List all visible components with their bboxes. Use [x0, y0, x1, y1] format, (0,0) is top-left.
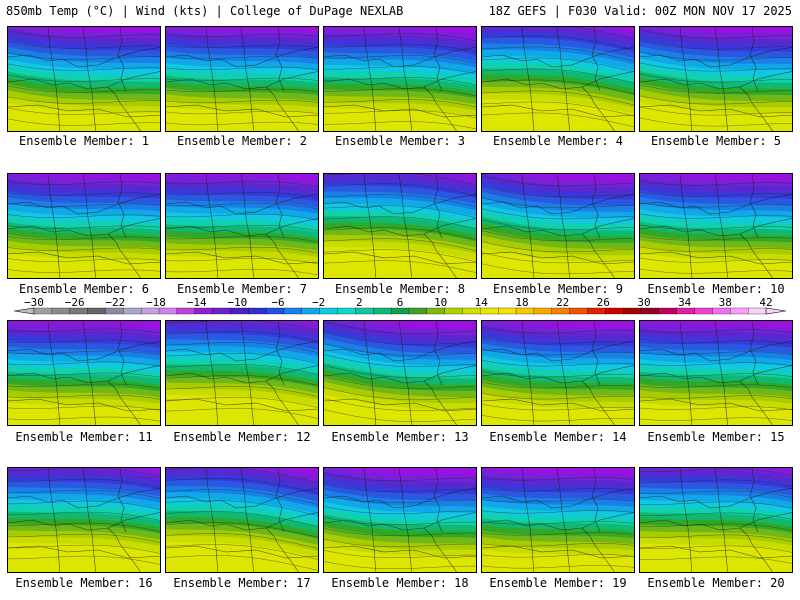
ensemble-member-panel	[7, 173, 161, 279]
ensemble-member-panel	[323, 26, 477, 132]
ensemble-member-panel	[165, 26, 319, 132]
temperature-map	[166, 27, 318, 131]
ensemble-member-panel	[481, 26, 635, 132]
temperature-map	[640, 174, 792, 278]
temperature-map	[482, 174, 634, 278]
temperature-map	[324, 468, 476, 572]
ensemble-member-label: Ensemble Member: 13	[331, 430, 469, 444]
ensemble-member-label: Ensemble Member: 11	[15, 430, 153, 444]
colorbar-swatch	[337, 307, 356, 315]
header-title-left: 850mb Temp (°C) | Wind (kts) | College o…	[6, 4, 404, 18]
colorbar-swatch	[658, 307, 678, 315]
colorbar-tick-label: 30	[637, 296, 650, 309]
ensemble-member-label: Ensemble Member: 20	[647, 576, 785, 590]
ensemble-member-label: Ensemble Member: 19	[489, 576, 627, 590]
temperature-map	[166, 321, 318, 425]
colorbar-tick-label: −10	[227, 296, 247, 309]
colorbar-tick-label: −2	[312, 296, 325, 309]
temperature-map	[640, 468, 792, 572]
colorbar-swatch	[694, 307, 713, 315]
colorbar-swatch	[283, 307, 303, 315]
temperature-map	[640, 27, 792, 131]
colorbar-tick-label: 2	[356, 296, 363, 309]
temperature-map	[640, 321, 792, 425]
ensemble-member-label: Ensemble Member: 18	[331, 576, 469, 590]
colorbar-tick-label: −22	[105, 296, 125, 309]
ensemble-member-panel	[639, 467, 793, 573]
temperature-map	[8, 468, 160, 572]
ensemble-member-panel	[639, 320, 793, 426]
colorbar-tick-label: 10	[434, 296, 447, 309]
colorbar-tick-label: −26	[65, 296, 85, 309]
temperature-map	[166, 174, 318, 278]
colorbar-tick-label: −30	[24, 296, 44, 309]
header-title-right: 18Z GEFS | F030 Valid: 00Z MON NOV 17 20…	[488, 4, 792, 18]
ensemble-member-panel	[7, 26, 161, 132]
ensemble-member-panel	[481, 467, 635, 573]
colorbar-swatch	[444, 307, 463, 315]
ensemble-member-label: Ensemble Member: 17	[173, 576, 311, 590]
colorbar-tick-label: 38	[719, 296, 732, 309]
colorbar-tick-label: −6	[271, 296, 284, 309]
colorbar-tick-label: 34	[678, 296, 692, 309]
colorbar-tick-label: 18	[515, 296, 528, 309]
ensemble-member-label: Ensemble Member: 12	[173, 430, 311, 444]
colorbar-swatch	[123, 307, 142, 315]
temperature-map	[482, 321, 634, 425]
temperature-map	[482, 468, 634, 572]
colorbar-tick-label: 26	[597, 296, 610, 309]
colorbar-tick-label: 22	[556, 296, 569, 309]
ensemble-member-panel	[165, 467, 319, 573]
temperature-map	[8, 174, 160, 278]
colorbar-swatch	[498, 307, 517, 315]
ensemble-member-panel	[481, 173, 635, 279]
temperature-map	[482, 27, 634, 131]
ensemble-member-label: Ensemble Member: 14	[489, 430, 627, 444]
ensemble-member-label: Ensemble Member: 4	[492, 134, 624, 148]
ensemble-member-panel	[7, 320, 161, 426]
ensemble-member-panel	[639, 173, 793, 279]
ensemble-member-panel	[639, 26, 793, 132]
ensemble-member-label: Ensemble Member: 10	[647, 282, 785, 296]
colorbar-swatch	[533, 307, 553, 315]
ensemble-member-label: Ensemble Member: 2	[176, 134, 308, 148]
colorbar-tick-label: −14	[187, 296, 207, 309]
ensemble-member-panel	[165, 173, 319, 279]
temperature-map	[324, 174, 476, 278]
temperature-map	[324, 321, 476, 425]
ensemble-member-panel	[481, 320, 635, 426]
ensemble-member-panel	[165, 320, 319, 426]
temperature-map	[8, 27, 160, 131]
ensemble-member-label: Ensemble Member: 8	[334, 282, 466, 296]
ensemble-member-panel	[323, 320, 477, 426]
ensemble-member-label: Ensemble Member: 5	[650, 134, 782, 148]
colorbar-tick-label: −18	[146, 296, 166, 309]
ensemble-member-label: Ensemble Member: 6	[18, 282, 150, 296]
colorbar-tick-label: 42	[759, 296, 772, 309]
colorbar-swatch	[730, 307, 749, 315]
temperature-map	[324, 27, 476, 131]
ensemble-member-label: Ensemble Member: 3	[334, 134, 466, 148]
colorbar-swatch	[87, 307, 106, 315]
colorbar-swatch	[569, 307, 588, 315]
ensemble-member-panel	[7, 467, 161, 573]
temperature-map	[166, 468, 318, 572]
colorbar-high-arrow	[765, 307, 787, 315]
ensemble-member-label: Ensemble Member: 15	[647, 430, 785, 444]
temperature-map	[8, 321, 160, 425]
colorbar-swatch	[248, 307, 267, 315]
ensemble-member-panel	[323, 467, 477, 573]
colorbar-swatch	[373, 307, 392, 315]
ensemble-member-panel	[323, 173, 477, 279]
colorbar-tick-label: 14	[475, 296, 489, 309]
temperature-colorbar: −30 −26 −22 −18 −14 −10 −6 −2 2 6 10 14 18 22 26 30 34 38…	[13, 296, 787, 315]
ensemble-member-label: Ensemble Member: 16	[15, 576, 153, 590]
ensemble-member-label: Ensemble Member: 7	[176, 282, 308, 296]
ensemble-member-label: Ensemble Member: 1	[18, 134, 150, 148]
colorbar-swatch	[408, 307, 428, 315]
ensemble-member-label: Ensemble Member: 9	[492, 282, 624, 296]
colorbar-tick-label: 6	[397, 296, 404, 309]
